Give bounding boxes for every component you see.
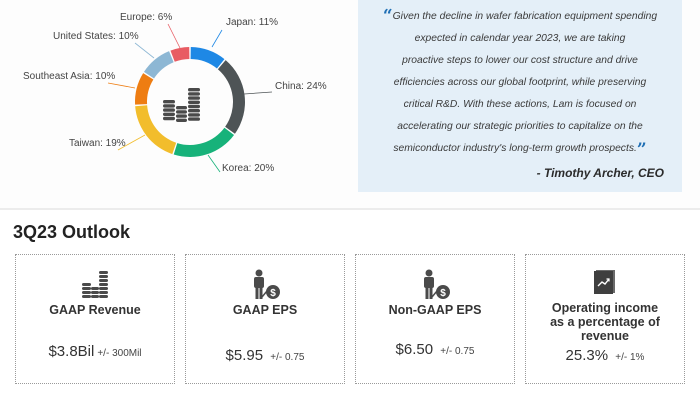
donut-segment-china: [217, 60, 245, 134]
donut-leader-line: [117, 134, 146, 151]
person-dollar-icon: $: [356, 269, 514, 299]
donut-segment-europe: [170, 47, 190, 62]
quote-line-2: expected in calendar year 2023, we are t…: [414, 33, 626, 44]
card-value-line: 25.3% +/- 1%: [526, 347, 684, 364]
card-title-line-2: as a percentage of revenue: [550, 315, 660, 343]
donut-label-europe: Europe: 6%: [120, 12, 173, 23]
quote-line-7: semiconductor industry's long-term growt…: [393, 143, 637, 154]
donut-leader-line: [134, 42, 155, 59]
donut-chart-svg: [107, 23, 273, 173]
svg-text:$: $: [270, 288, 276, 299]
card-value: 25.3%: [565, 347, 609, 364]
donut-segment-japan: [190, 47, 225, 69]
ceo-quote-box: “Given the decline in wafer fabrication …: [358, 0, 682, 192]
quote-line-6: accelerating our strategic priorities to…: [397, 121, 643, 132]
donut-segment-southeast-asia: [135, 73, 154, 105]
close-quote-icon: ”: [636, 140, 647, 160]
card-range: +/- 0.75: [270, 352, 305, 363]
card-title: Operating income as a percentage of reve…: [526, 301, 684, 343]
card-value: $6.50: [395, 341, 434, 358]
donut-segment-korea: [173, 127, 235, 158]
card-title-line-1: Operating income: [551, 301, 659, 315]
donut-label-korea: Korea: 20%: [222, 163, 275, 174]
card-value-line: $3.8Bil +/- 300Mil: [16, 343, 174, 360]
quote-author: - Timothy Archer, CEO: [536, 166, 664, 180]
region-donut-chart: Japan: 11% China: 24% Korea: 20% Taiwan: 19…: [0, 0, 350, 200]
donut-label-southeast-asia: Southeast Asia: 10%: [23, 71, 116, 82]
svg-text:$: $: [440, 288, 446, 299]
card-title: Non-GAAP EPS: [388, 303, 482, 317]
card-non-gaap-eps: $ Non-GAAP EPS $6.50 +/- 0.75: [355, 254, 515, 384]
donut-label-japan: Japan: 11%: [226, 17, 279, 28]
donut-segment-united-states: [143, 51, 174, 79]
section-divider: [0, 208, 700, 210]
card-value: $5.95: [225, 347, 264, 364]
quote-line-5: critical R&D. With these actions, Lam is…: [403, 99, 637, 110]
coin-stacks-icon: [16, 269, 174, 299]
card-value-line: $6.50 +/- 0.75: [356, 341, 514, 358]
card-title: GAAP Revenue: [49, 303, 141, 317]
card-operating-income: Operating income as a percentage of reve…: [525, 254, 685, 384]
donut-label-china: China: 24%: [275, 81, 327, 92]
quote-text: “Given the decline in wafer fabrication …: [368, 6, 672, 160]
donut-leader-line: [107, 82, 136, 89]
card-range: +/- 1%: [615, 352, 645, 363]
card-title: GAAP EPS: [232, 303, 298, 317]
card-gaap-revenue: GAAP Revenue $3.8Bil +/- 300Mil: [15, 254, 175, 384]
donut-leader-line: [211, 29, 223, 48]
donut-leader-line: [243, 91, 273, 95]
card-gaap-eps: $ GAAP EPS $5.95 +/- 0.75: [185, 254, 345, 384]
open-quote-icon: “: [382, 6, 393, 26]
donut-label-taiwan: Taiwan: 19%: [69, 138, 126, 149]
quote-line-3: proactive steps to lower our cost struct…: [402, 55, 638, 66]
card-range: +/- 300Mil: [97, 348, 142, 359]
quote-line-4: efficiencies across our global footprint…: [393, 77, 647, 88]
donut-segment-taiwan: [135, 105, 177, 155]
trend-report-icon: [526, 269, 684, 299]
person-dollar-icon: $: [186, 269, 344, 299]
card-value: $3.8Bil: [48, 343, 95, 360]
coin-stacks-icon: [163, 88, 200, 122]
outlook-title: 3Q23 Outlook: [13, 222, 131, 242]
donut-label-united-states: United States: 10%: [53, 31, 139, 42]
quote-line-1: Given the decline in wafer fabrication e…: [392, 11, 658, 22]
donut-leader-line: [167, 23, 181, 49]
card-value-line: $5.95 +/- 0.75: [186, 347, 344, 364]
donut-leader-line: [207, 154, 221, 173]
card-range: +/- 0.75: [440, 346, 475, 357]
